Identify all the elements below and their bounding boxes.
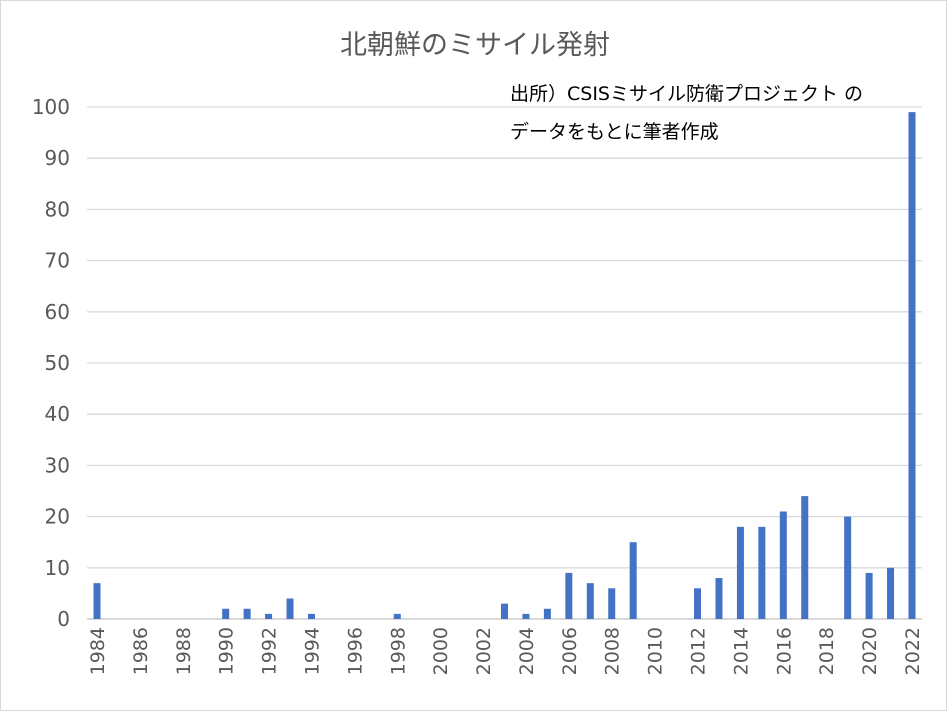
x-tick-label: 1998 [387, 627, 409, 675]
x-tick-label: 2020 [859, 627, 881, 675]
x-tick-label: 1990 [216, 627, 238, 675]
y-tick-label: 70 [45, 249, 70, 273]
source-note-line-1: 出所）CSISミサイル防衛プロジェクト の [510, 83, 863, 105]
y-tick-label: 0 [57, 607, 70, 631]
bar-1991 [243, 608, 251, 619]
x-tick-label: 2014 [730, 627, 752, 675]
y-tick-label: 90 [45, 146, 70, 170]
x-tick-label: 1994 [301, 627, 323, 675]
bar-2005 [543, 608, 551, 619]
y-tick-label: 20 [45, 505, 70, 529]
bar-1994 [307, 613, 315, 619]
bar-1990 [222, 608, 230, 619]
bar-2015 [758, 526, 766, 619]
x-tick-label: 2016 [773, 627, 795, 675]
x-tick-label: 1986 [130, 627, 152, 675]
bar-1992 [265, 613, 273, 619]
y-tick-label: 50 [45, 351, 70, 375]
y-tick-label: 10 [45, 556, 70, 580]
bar-2017 [801, 496, 809, 619]
source-note-line-2: データをもとに筆者作成 [510, 121, 719, 143]
y-tick-label: 60 [45, 300, 70, 324]
y-tick-label: 30 [45, 453, 70, 477]
x-tick-label: 2006 [559, 627, 581, 675]
bar-2007 [586, 583, 594, 619]
bar-2022 [908, 112, 916, 620]
bar-2012 [694, 588, 702, 619]
y-tick-label: 100 [32, 95, 70, 119]
bar-2016 [779, 511, 787, 619]
bar-2013 [715, 578, 723, 619]
bar-2003 [501, 603, 508, 619]
x-tick-label: 2022 [902, 627, 924, 675]
bar-2006 [565, 572, 573, 619]
bar-1993 [286, 598, 294, 619]
x-tick-label: 1996 [344, 627, 366, 675]
x-tick-label: 2010 [645, 627, 667, 675]
bar-2009 [629, 542, 637, 619]
x-tick-label: 1988 [173, 627, 195, 675]
bar-2008 [608, 588, 616, 619]
bar-1984 [93, 583, 101, 619]
bar-2004 [522, 613, 530, 619]
x-tick-label: 2008 [602, 627, 624, 675]
x-tick-label: 1984 [87, 627, 109, 675]
x-tick-label: 1992 [259, 627, 281, 675]
bar-2014 [736, 526, 744, 619]
chart-title: 北朝鮮のミサイル発射 [340, 30, 610, 61]
bar-2019 [844, 516, 852, 619]
x-tick-label: 2018 [816, 627, 838, 675]
bar-1998 [393, 613, 401, 619]
x-tick-label: 2004 [516, 627, 538, 675]
bar-2020 [865, 572, 873, 619]
x-tick-label: 2000 [430, 627, 452, 675]
x-tick-label: 2002 [473, 627, 495, 675]
bar-2021 [887, 567, 895, 619]
y-tick-label: 40 [45, 402, 70, 426]
x-tick-label: 2012 [688, 627, 710, 675]
y-tick-label: 80 [45, 197, 70, 221]
